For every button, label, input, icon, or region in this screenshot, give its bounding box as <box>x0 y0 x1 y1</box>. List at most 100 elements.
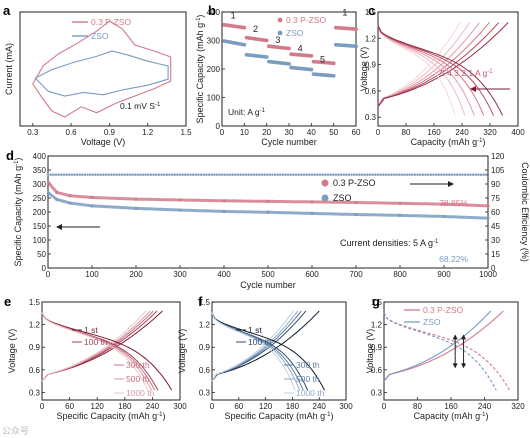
ce-point <box>242 173 245 176</box>
x-tick-label: 0.9 <box>104 128 116 137</box>
ce-point <box>297 173 301 176</box>
zso-capacity <box>46 191 490 220</box>
pzso-point <box>486 204 490 208</box>
ce-point <box>154 173 158 176</box>
ce-point <box>83 173 87 176</box>
y-tick-label: 1.5 <box>29 298 41 307</box>
x-tick-label: 160 <box>427 128 441 137</box>
ce-point <box>434 173 438 176</box>
y2-tick-label: 15 <box>491 250 500 259</box>
ce-point <box>400 173 404 176</box>
ce-point <box>432 173 435 176</box>
ce-point <box>347 173 351 176</box>
zso-point <box>310 211 314 215</box>
charge-curve <box>377 22 471 107</box>
ce-point <box>62 173 66 176</box>
ce-point <box>228 173 232 176</box>
ce-point <box>88 173 92 176</box>
x-tick-label: 40 <box>307 128 316 137</box>
charge-curve <box>377 22 480 107</box>
zso-point <box>266 210 270 214</box>
y-axis-label: Current (mA) <box>4 43 14 95</box>
ce-point <box>279 173 282 176</box>
x-tick-label: 160 <box>444 402 458 411</box>
ce-point <box>141 173 145 176</box>
rate-label: 1 <box>342 7 347 17</box>
ce-point <box>249 173 253 176</box>
panel-e-frame <box>41 301 181 401</box>
ce-point <box>276 173 279 176</box>
ce-point <box>149 173 153 176</box>
ce-point <box>202 173 206 176</box>
x-tick-label: 1.5 <box>180 128 192 137</box>
ce-point <box>157 173 161 176</box>
ce-point <box>199 173 203 176</box>
ce-point <box>337 173 340 176</box>
discharge-curve <box>377 25 494 116</box>
ce-point <box>260 173 264 176</box>
y-tick-label: 350 <box>33 166 47 175</box>
y-tick-label: 0.9 <box>371 343 383 352</box>
zso-point <box>309 67 314 72</box>
ce-point <box>376 173 380 176</box>
x-tick-label: 30 <box>285 128 294 137</box>
ce-point <box>231 173 235 176</box>
y-tick-label: 0.3 <box>365 113 377 122</box>
y-tick-label: 1.5 <box>199 298 211 307</box>
ce-point <box>416 173 419 176</box>
y-axis-label: Voltage (V) <box>7 329 17 374</box>
ce-point <box>484 173 488 176</box>
y-tick-label: 0.9 <box>29 343 41 352</box>
ce-point <box>181 173 184 176</box>
ce-point <box>131 173 134 176</box>
ce-point <box>176 173 179 176</box>
y2-tick-label: 0 <box>491 264 496 273</box>
x-tick-label: 300 <box>339 402 353 411</box>
ce-point <box>300 173 303 176</box>
discharge-curve <box>377 25 485 116</box>
y-axis-label: Voltage (V) <box>359 47 369 92</box>
discharge-curve <box>377 25 475 116</box>
y-tick-label: 0 <box>216 122 221 131</box>
ce-point <box>186 173 190 176</box>
rate-label: 2 <box>253 24 258 34</box>
legend-label: ZSO <box>423 317 441 327</box>
y2-tick-label: 75 <box>491 194 500 203</box>
x-tick-label: 300 <box>173 270 187 279</box>
panel-g: 0 80 160 240 320 0.3 0.6 0.9 1.2 1.5 0.3 P-ZSO ZSO g… <box>365 294 525 421</box>
panel-e: 0 60 120 180 240 300 0.3 0.6 0.9 1.2 1.5 1 st 100 th… <box>4 294 187 421</box>
x-tick-label: 0 <box>40 402 45 411</box>
legend-label: ZSO <box>286 28 304 38</box>
ce-point <box>379 173 382 176</box>
ce-point <box>268 173 272 176</box>
charge-curve <box>41 310 147 382</box>
x-tick-label: 120 <box>259 402 273 411</box>
ce-point <box>236 173 240 176</box>
rate-label: 4 <box>298 43 303 53</box>
x-tick-label: 180 <box>286 402 300 411</box>
ce-point <box>305 173 309 176</box>
y-tick-label: 250 <box>33 194 47 203</box>
y-axis-label: Voltage (V) <box>365 329 375 374</box>
ce-point <box>86 173 89 176</box>
y-tick-label: 1.2 <box>365 34 377 43</box>
y-tick-label: 0.6 <box>29 366 41 375</box>
x-tick-label: 100 <box>85 270 99 279</box>
pzso-point <box>242 25 247 30</box>
x-axis-label: Cycle number <box>261 137 317 147</box>
pzso-point <box>287 46 291 51</box>
x-tick-label: 10 <box>240 128 249 137</box>
ce-point <box>183 173 187 176</box>
y-tick-label: 0.3 <box>371 388 383 397</box>
ce-point <box>46 173 50 176</box>
legend-label: ZSO <box>333 193 352 203</box>
x-tick-label: 1000 <box>479 270 497 279</box>
cycle-label: 300 th <box>296 360 320 370</box>
ce-point <box>139 173 142 176</box>
ce-point <box>381 173 385 176</box>
x-tick-label: 200 <box>129 270 143 279</box>
zso-point <box>331 73 336 78</box>
y2-axis-label: Coulombic Efficiency (%) <box>520 162 530 262</box>
y2-tick-label: 105 <box>491 166 505 175</box>
zso-point <box>55 197 59 201</box>
